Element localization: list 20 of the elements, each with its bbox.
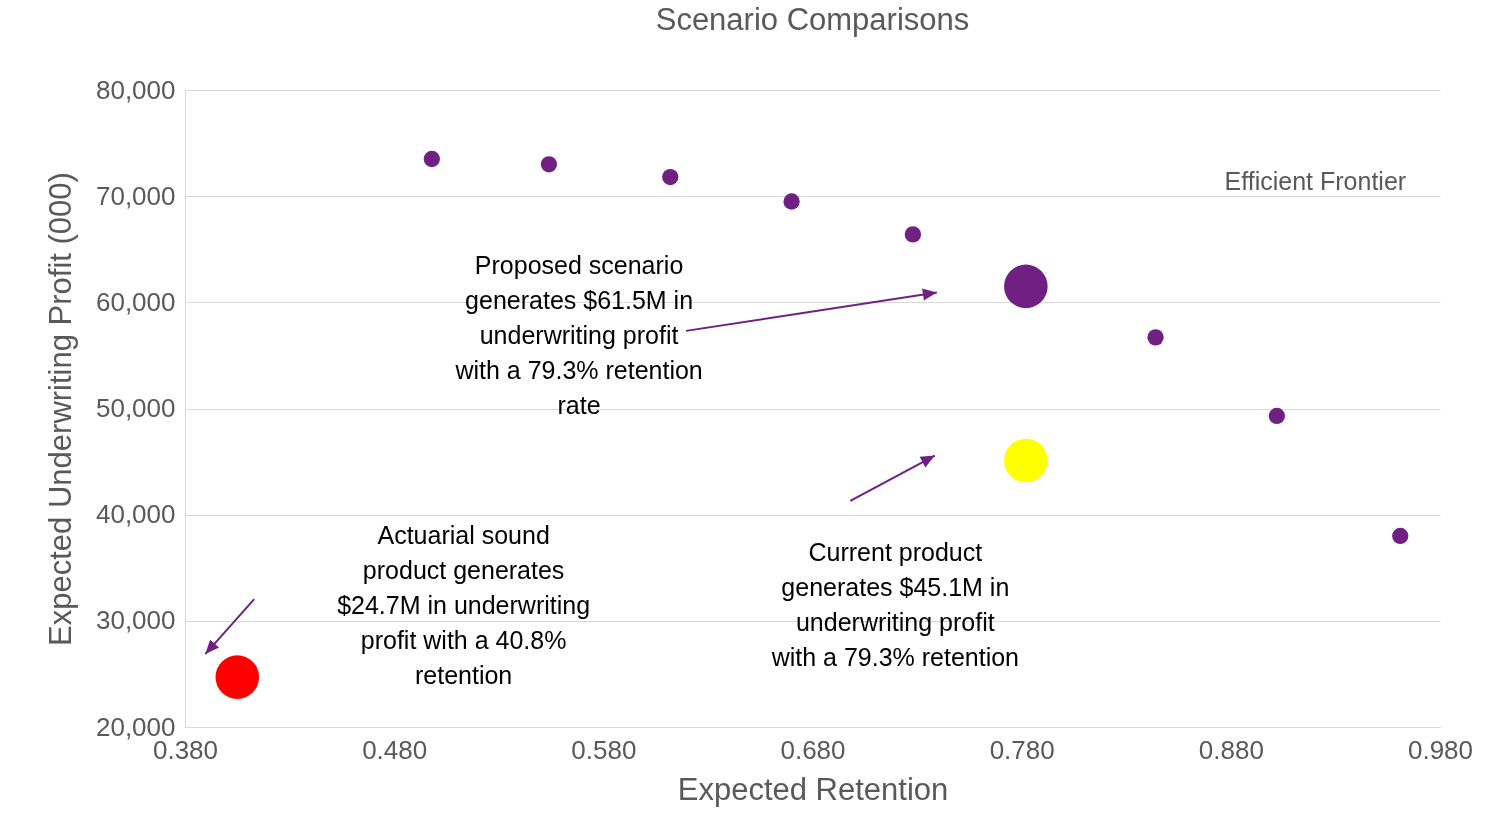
x-tick-label: 0.580 — [571, 734, 637, 765]
x-tick-label: 0.680 — [780, 734, 846, 765]
annotation: Current product generates $45.1M in underwriting profit with a 79.3% retention — [770, 538, 1020, 672]
x-tick-label: 0.880 — [1198, 734, 1264, 765]
y-axis-title: Expected Underwriting Profit (000) — [42, 172, 78, 646]
y-tick-label: 60,000 — [95, 286, 176, 317]
annotation: Proposed scenario generates $61.5M in underwriting profit with a 79.3% retention rate — [454, 250, 703, 419]
x-tick-label: 0.480 — [362, 734, 428, 765]
x-axis-title: Expected Retention — [677, 771, 949, 807]
annotation: Actuarial sound product generates $24.7M in underwriting profit with a 40.8% retention — [337, 520, 591, 689]
y-tick-label: 50,000 — [95, 393, 176, 423]
y-tick-label: 70,000 — [95, 180, 176, 211]
x-tick-label: 0.780 — [989, 734, 1055, 765]
chart-title: Scenario Comparisons — [655, 2, 970, 37]
y-tick-label: 80,000 — [95, 74, 176, 105]
y-tick-label: 40,000 — [95, 499, 176, 530]
annotation: Efficient Frontier — [1224, 167, 1407, 196]
y-tick-label: 30,000 — [95, 605, 176, 636]
x-tick-label: 0.980 — [1407, 734, 1474, 765]
y-tick-label: 20,000 — [95, 711, 176, 742]
